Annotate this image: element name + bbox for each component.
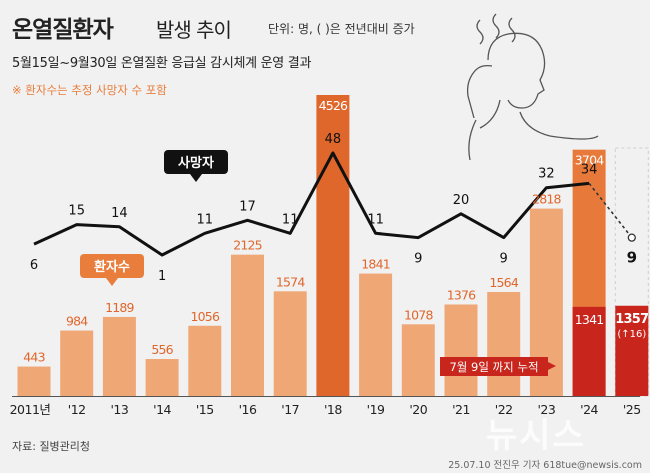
patients-callout-pointer: [106, 278, 118, 286]
deaths-point-2025: [627, 233, 636, 242]
patients-callout-label: 환자수: [94, 259, 130, 275]
bar-2025-placeholder: [614, 147, 649, 397]
x-tick-label-6: '17: [281, 402, 299, 417]
deaths-label-0: 6: [30, 258, 38, 273]
x-tick-label-8: '19: [367, 402, 385, 417]
bar-label-11: 1564: [489, 275, 518, 290]
bar-patients-10: [444, 304, 478, 396]
bar-patients-6: [273, 291, 307, 396]
page-title-sub: 발생 추이: [156, 18, 232, 42]
page-title: 온열질환자: [12, 17, 114, 43]
deaths-label-8: 11: [367, 212, 384, 227]
bar-label-8: 1841: [361, 257, 390, 272]
cumulative-callout-label: 7월 9일 까지 누적: [449, 360, 538, 374]
bar-patients-4: [188, 325, 222, 396]
x-tick-label-5: '16: [239, 402, 257, 417]
patients-callout-box: [80, 254, 144, 278]
x-tick-label-1: '12: [68, 402, 86, 417]
x-tick-label-13: '24: [580, 402, 598, 417]
deaths-label-7: 48: [325, 132, 342, 147]
chart-subtitle: 5월15일~9월30일 온열질환 응급실 감시체계 운영 결과: [12, 56, 312, 71]
deaths-label-1: 15: [68, 204, 85, 219]
deaths-label-12: 32: [538, 167, 555, 182]
x-tick-label-9: '20: [409, 402, 427, 417]
bar-label-1: 984: [66, 314, 88, 329]
deaths-line: [33, 151, 590, 257]
x-tick-label-2: '13: [110, 402, 128, 417]
bar-patients-3: [145, 359, 179, 396]
bar-label-9: 1078: [404, 307, 433, 322]
deaths-label-14: 9: [627, 249, 637, 267]
bar-label-0: 443: [23, 350, 44, 365]
increase-label-2025: (↑16): [617, 329, 646, 340]
deaths-label-10: 20: [453, 193, 470, 208]
deaths-label-6: 11: [282, 212, 299, 227]
bar-patients-11: [487, 291, 521, 396]
bar-label-3: 556: [151, 342, 173, 357]
x-tick-label-4: '15: [196, 402, 214, 417]
bar-label-12: 2818: [532, 192, 561, 207]
deaths-callout-pointer: [190, 174, 202, 182]
bar-patients-0: [17, 366, 51, 396]
bar-patients-8: [359, 273, 393, 396]
bar-cumulative-14: [615, 305, 649, 396]
bar-cumulative-13: [572, 306, 606, 396]
deaths-label-4: 11: [197, 212, 214, 227]
bar-patients-5: [231, 254, 264, 396]
newsis-logo: 뉴시스: [486, 416, 586, 456]
cumulative-callout-box: [440, 357, 548, 376]
bar-label-7: 4526: [319, 98, 348, 113]
deaths-label-11: 9: [500, 252, 508, 267]
x-tick-label-7: '18: [324, 402, 342, 417]
estimate-note: ※ 환자수는 추정 사망자 수 포함: [12, 83, 167, 97]
x-tick-label-10: '21: [452, 402, 470, 417]
deaths-label-5: 17: [239, 199, 256, 214]
bar-patients-9: [401, 324, 435, 396]
deaths-label-9: 9: [414, 252, 422, 267]
deaths-label-2: 14: [111, 206, 128, 221]
deaths-label-13: 34: [581, 162, 598, 177]
bar-patients-1: [60, 330, 94, 396]
x-tick-label-11: '22: [495, 402, 513, 417]
cumulative-callout-pointer: [548, 362, 556, 370]
bar-label-6: 1574: [276, 274, 305, 289]
bar-patients-2: [102, 316, 136, 396]
deaths-label-3: 1: [158, 269, 166, 284]
deaths-callout-label: 사망자: [178, 155, 214, 171]
person-illustration: [466, 13, 599, 161]
bar-label-13: 3704: [575, 153, 604, 168]
unit-note: 단위: 명, ( )은 전년대비 증가: [268, 22, 415, 36]
source-label: 자료: 질병관리청: [12, 440, 91, 453]
bar-patients-7: [316, 95, 350, 396]
x-tick-label-3: '14: [153, 402, 171, 417]
cumulative-label-13: 1341: [575, 312, 604, 327]
x-tick-label-14: '25: [623, 402, 641, 417]
bar-label-2: 1189: [105, 300, 134, 315]
bar-label-10: 1376: [447, 287, 476, 302]
cumulative-label-14: 1357: [615, 312, 649, 327]
x-tick-label-0: 2011년: [10, 402, 51, 417]
credit-label: 25.07.10 전진우 기자 618tue@newsis.com: [448, 460, 642, 471]
bar-label-4: 1056: [190, 309, 219, 324]
deaths-callout-box: [164, 150, 228, 174]
x-tick-label-12: '23: [537, 402, 555, 417]
bar-label-5: 2125: [233, 238, 262, 253]
